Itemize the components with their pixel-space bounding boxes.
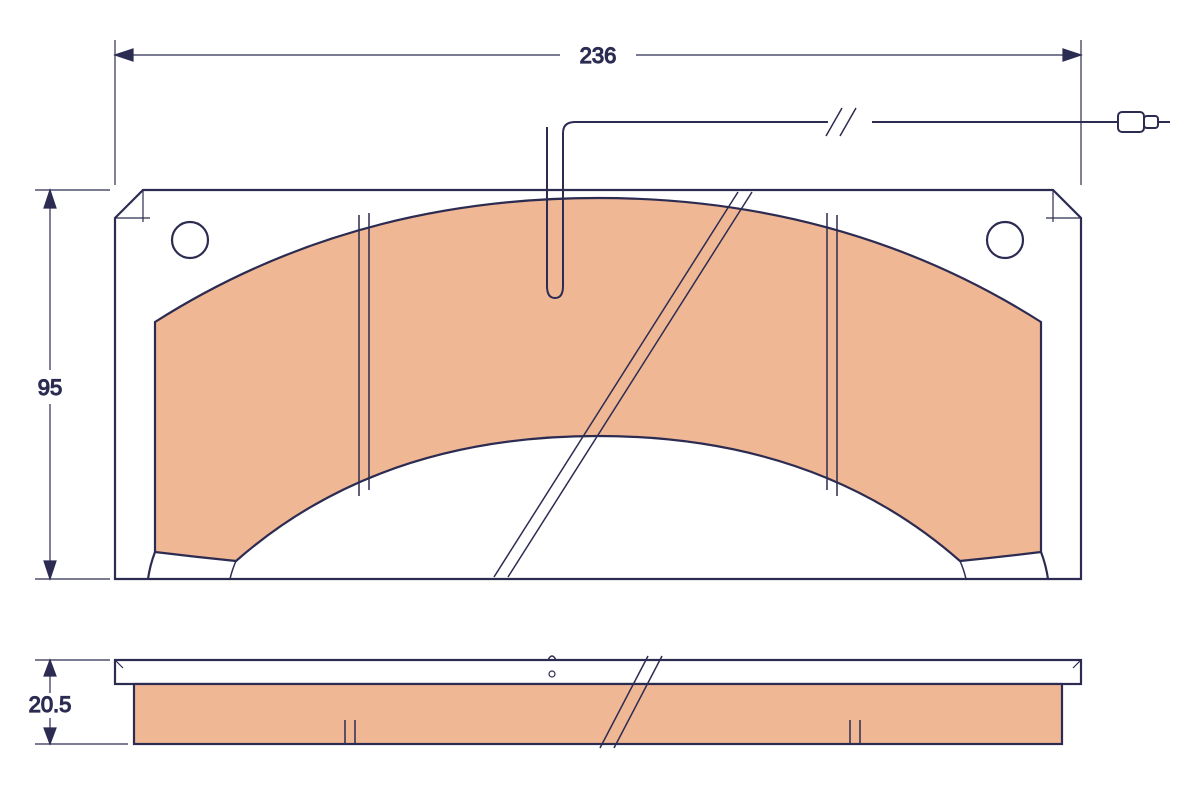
technical-drawing: 236 95 20.5 bbox=[0, 0, 1200, 800]
mounting-hole-left bbox=[172, 222, 208, 258]
dimension-height-label: 95 bbox=[38, 375, 62, 400]
mounting-hole-right bbox=[987, 222, 1023, 258]
dimension-width: 236 bbox=[115, 40, 1081, 185]
side-backing-plate bbox=[115, 660, 1081, 684]
side-friction-pad bbox=[134, 684, 1062, 744]
dimension-height: 95 bbox=[35, 190, 110, 579]
friction-pad bbox=[155, 198, 1041, 561]
sensor-connector bbox=[1118, 112, 1170, 132]
dimension-width-label: 236 bbox=[580, 43, 617, 68]
front-view bbox=[115, 108, 1170, 579]
dimension-thickness-label: 20.5 bbox=[29, 692, 72, 717]
dimension-thickness: 20.5 bbox=[29, 660, 128, 744]
drawing-svg: 236 95 20.5 bbox=[0, 0, 1200, 800]
side-view bbox=[115, 656, 1081, 748]
